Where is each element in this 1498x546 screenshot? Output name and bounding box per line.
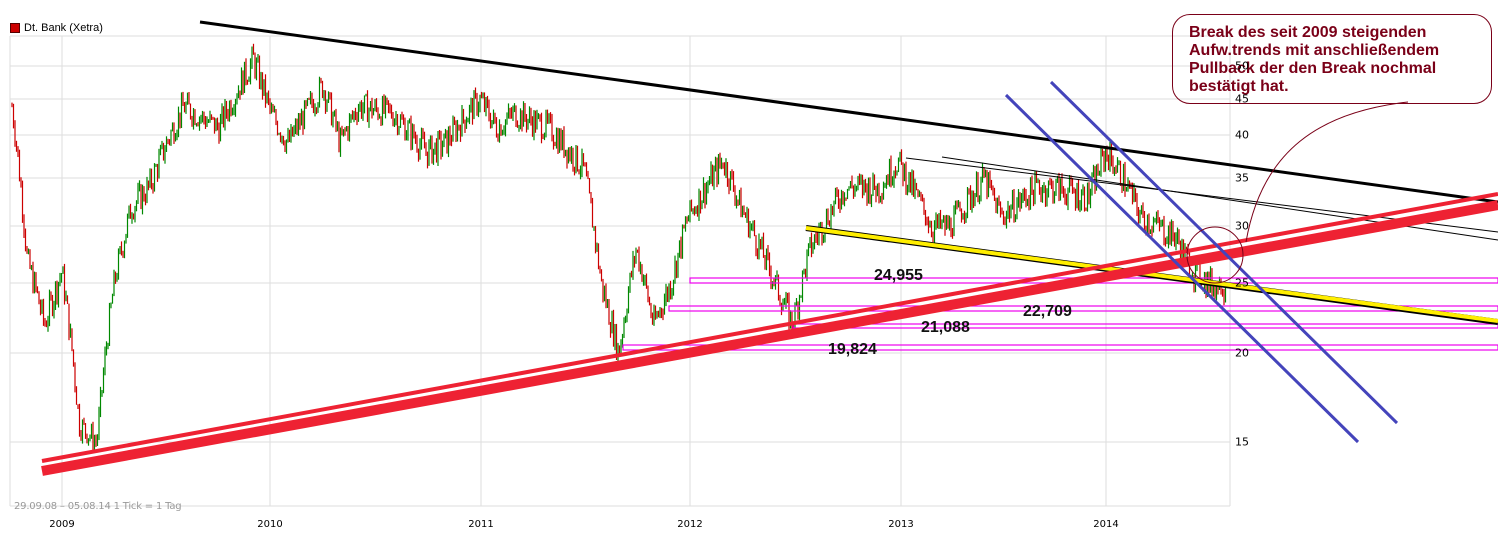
- support-zone-21088: [792, 323, 1498, 329]
- support-zone-22709: [668, 305, 1498, 312]
- x-tick-2014: 2014: [1093, 519, 1119, 530]
- y-tick-45: 45: [1235, 92, 1249, 106]
- y-tick-50: 50: [1235, 59, 1249, 73]
- x-tick-2010: 2010: [257, 519, 283, 530]
- y-tick-40: 40: [1235, 128, 1249, 142]
- y-tick-25: 25: [1235, 276, 1249, 290]
- level-label-24955: 24,955: [874, 267, 923, 284]
- date-range-info: 29.09.08 – 05.08.14 1 Tick = 1 Tag: [14, 501, 182, 512]
- legend-label: Dt. Bank (Xetra): [24, 22, 103, 34]
- y-tick-30: 30: [1235, 219, 1249, 233]
- callout-line: Pullback der den Break nochmal: [1189, 60, 1437, 77]
- callout-line: bestätigt hat.: [1189, 78, 1289, 95]
- trendline-overlays: [41, 20, 1498, 476]
- callout-line: Aufw.trends mit anschließendem: [1189, 42, 1440, 59]
- y-tick-35: 35: [1235, 171, 1249, 185]
- uptrend-thick-line: [41, 200, 1498, 476]
- uptrend-thin-line: [41, 192, 1498, 463]
- x-tick-2013: 2013: [888, 519, 914, 530]
- price-series: [11, 43, 1227, 451]
- x-tick-2011: 2011: [468, 519, 494, 530]
- callout-pointer: [1245, 101, 1409, 243]
- legend-swatch-icon: [10, 23, 20, 33]
- resistance-trendline: [199, 20, 1498, 204]
- downtrend-channel-upper: [1049, 80, 1399, 425]
- y-tick-20: 20: [1235, 346, 1249, 360]
- downtrend-channel-lower: [1004, 93, 1360, 444]
- x-tick-2012: 2012: [677, 519, 703, 530]
- annotation-callout: Break des seit 2009 steigenden Aufw.tren…: [1172, 14, 1492, 104]
- x-tick-2009: 2009: [49, 519, 75, 530]
- chart-grid: [9, 35, 1231, 507]
- level-label-22709: 22,709: [1023, 303, 1072, 320]
- y-tick-15: 15: [1235, 435, 1249, 449]
- support-zone-19824: [622, 344, 1498, 351]
- level-label-21088: 21,088: [921, 319, 970, 336]
- callout-line: Break des seit 2009 steigenden: [1189, 24, 1427, 41]
- pullback-highlight-circle: [1186, 226, 1244, 284]
- level-label-19824: 19,824: [828, 341, 877, 358]
- yellow-support-line: [805, 226, 1498, 323]
- chart-legend: Dt. Bank (Xetra): [10, 22, 103, 34]
